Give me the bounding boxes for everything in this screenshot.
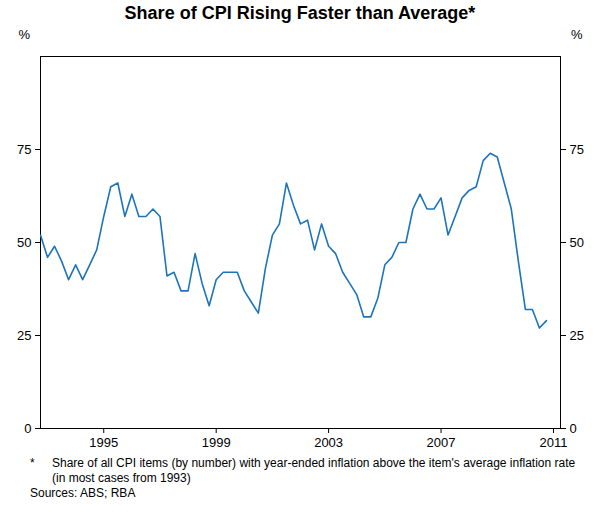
svg-text:0: 0 [24, 421, 31, 436]
svg-text:75: 75 [17, 142, 31, 157]
svg-text:1999: 1999 [202, 435, 231, 450]
svg-text:2011: 2011 [539, 435, 567, 450]
svg-text:50: 50 [17, 235, 31, 250]
svg-text:0: 0 [570, 421, 577, 436]
html-text:Sources: ABS; RBA: Sources: ABS; RBA [30, 486, 136, 500]
svg-text:50: 50 [570, 235, 584, 250]
svg-text:%: % [19, 27, 31, 42]
svg-text:2003: 2003 [314, 435, 343, 450]
svg-text:25: 25 [570, 328, 584, 343]
html-text:Share of all CPI items (by num: Share of all CPI items (by number) with … [52, 456, 576, 485]
svg-text:2007: 2007 [427, 435, 456, 450]
html-text:Share of CPI Rising Faster tha: Share of CPI Rising Faster than Average* [124, 3, 476, 23]
svg-text:25: 25 [17, 328, 31, 343]
svg-text:%: % [571, 27, 583, 42]
svg-text:75: 75 [570, 142, 584, 157]
svg-text:1995: 1995 [89, 435, 118, 450]
